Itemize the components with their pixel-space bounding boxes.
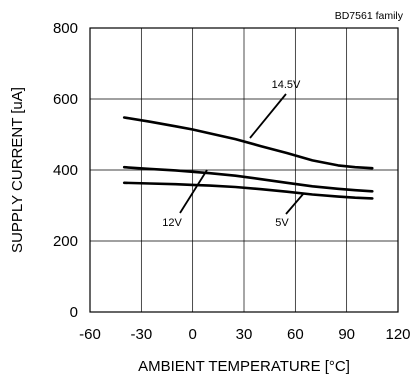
x-tick-label: 120: [385, 326, 410, 343]
grid: [90, 28, 398, 312]
x-tick-label: 90: [338, 326, 355, 343]
y-tick-label: 400: [53, 162, 78, 179]
series-label-12v: 12V: [162, 217, 182, 229]
y-tick-label: 0: [70, 304, 78, 321]
x-axis-label: AMBIENT TEMPERATURE [°C]: [138, 358, 350, 375]
y-tick-label: 800: [53, 20, 78, 37]
series-line-12v: [122, 165, 374, 193]
series-group: [122, 116, 374, 200]
leader-line-14-5v: [249, 93, 287, 139]
series-label-5v: 5V: [275, 217, 289, 229]
leader-line-12v: [179, 169, 208, 214]
series-label-14-5v: 14.5V: [272, 79, 301, 91]
y-axis-label: SUPPLY CURRENT [uA]: [9, 87, 26, 253]
x-tick-labels: -60 -30 0 30 60 90 120: [79, 326, 410, 343]
annotations: 14.5V 12V 5V: [162, 79, 305, 229]
plot-frame: [89, 27, 399, 313]
leader-line-5v: [285, 192, 305, 215]
series-line-14-5v: [122, 116, 374, 170]
y-tick-label: 200: [53, 233, 78, 250]
y-tick-label: 600: [53, 91, 78, 108]
series-line-5v: [122, 181, 374, 200]
x-tick-label: 60: [287, 326, 304, 343]
x-tick-label: 30: [236, 326, 253, 343]
x-tick-label: -60: [79, 326, 101, 343]
x-tick-label: -30: [130, 326, 152, 343]
y-tick-labels: 0 200 400 600 800: [53, 20, 78, 321]
x-tick-label: 0: [188, 326, 196, 343]
family-label: BD7561 family: [335, 10, 404, 22]
